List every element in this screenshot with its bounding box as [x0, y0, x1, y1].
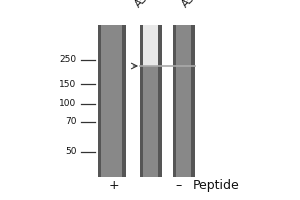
Bar [143, 25, 158, 66]
Bar [98, 25, 126, 177]
Bar [172, 25, 176, 177]
Bar [122, 25, 126, 177]
Text: 250: 250 [59, 55, 76, 64]
Bar [191, 25, 195, 177]
Bar [162, 25, 172, 177]
Text: A549: A549 [134, 0, 160, 9]
Text: 100: 100 [59, 99, 76, 108]
Bar [98, 25, 101, 177]
Text: +: + [109, 179, 119, 192]
Bar [158, 25, 162, 177]
Text: –: – [176, 179, 182, 192]
Bar [140, 25, 162, 177]
Text: 50: 50 [65, 148, 76, 156]
Text: Peptide: Peptide [193, 179, 239, 192]
Text: A549: A549 [180, 0, 206, 9]
Text: 70: 70 [65, 117, 76, 127]
Bar [140, 25, 143, 177]
Bar [172, 25, 195, 177]
Text: 150: 150 [59, 80, 76, 88]
